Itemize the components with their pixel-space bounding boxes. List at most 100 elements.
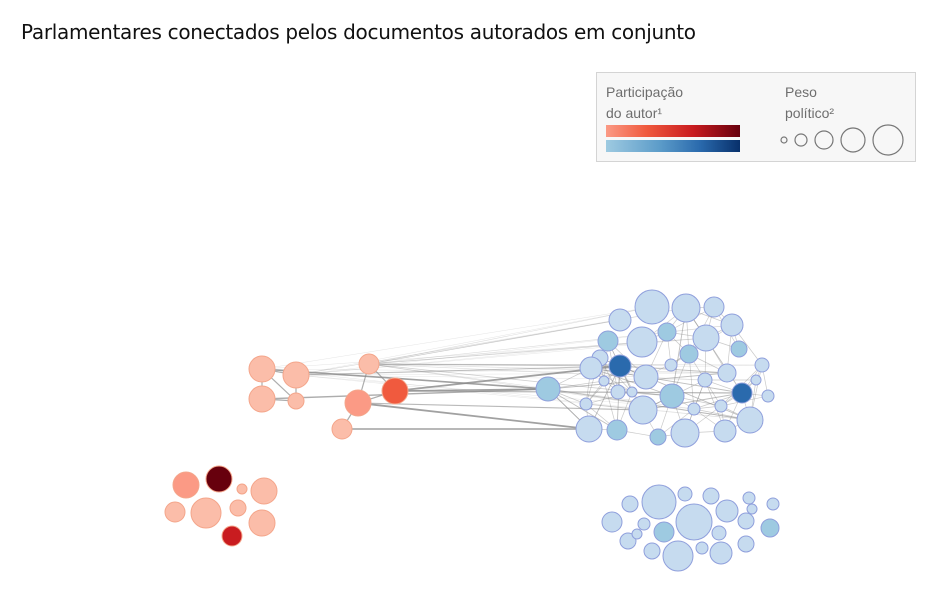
author-node[interactable] <box>282 361 310 389</box>
author-node[interactable] <box>643 542 661 560</box>
edge <box>368 363 621 367</box>
author-node[interactable] <box>641 484 677 520</box>
author-node[interactable] <box>754 357 770 373</box>
author-node[interactable] <box>702 487 720 505</box>
author-node[interactable] <box>662 540 694 572</box>
author-node[interactable] <box>631 528 643 540</box>
author-node[interactable] <box>248 509 276 537</box>
author-node[interactable] <box>653 521 675 543</box>
edge <box>295 319 621 376</box>
author-node[interactable] <box>679 344 699 364</box>
edge <box>368 319 621 365</box>
edge <box>295 374 751 421</box>
edge <box>261 368 549 390</box>
edge <box>368 306 653 365</box>
author-node[interactable] <box>172 471 200 499</box>
author-node[interactable] <box>598 375 610 387</box>
author-node[interactable] <box>711 525 727 541</box>
legend-weight-line2: político² <box>785 105 835 121</box>
legend-size-circle <box>872 124 904 156</box>
author-node[interactable] <box>248 355 276 383</box>
author-node[interactable] <box>715 499 739 523</box>
author-node[interactable] <box>760 518 780 538</box>
author-node[interactable] <box>677 486 693 502</box>
author-node[interactable] <box>695 541 709 555</box>
legend-size-circle <box>794 133 808 147</box>
author-node[interactable] <box>692 324 720 352</box>
author-node[interactable] <box>737 535 755 553</box>
author-node[interactable] <box>248 385 276 413</box>
author-node[interactable] <box>575 415 603 443</box>
edge <box>368 363 763 366</box>
author-node[interactable] <box>236 483 248 495</box>
author-node[interactable] <box>714 399 728 413</box>
author-node[interactable] <box>381 377 409 405</box>
author-node[interactable] <box>709 541 733 565</box>
author-node[interactable] <box>164 501 186 523</box>
author-node[interactable] <box>250 477 278 505</box>
nodes-layer <box>164 289 780 572</box>
legend-weight-label: Peso político² <box>785 82 834 124</box>
author-node[interactable] <box>730 340 748 358</box>
edges-layer <box>261 306 769 438</box>
author-node[interactable] <box>750 374 762 386</box>
edge <box>295 374 695 410</box>
author-node[interactable] <box>637 517 651 531</box>
author-node[interactable] <box>344 389 372 417</box>
author-node[interactable] <box>742 491 756 505</box>
author-node[interactable] <box>633 364 659 390</box>
edge <box>261 368 751 421</box>
author-node[interactable] <box>626 326 658 358</box>
author-node[interactable] <box>606 419 628 441</box>
author-node[interactable] <box>657 322 677 342</box>
author-node[interactable] <box>628 395 658 425</box>
author-node[interactable] <box>601 511 623 533</box>
author-node[interactable] <box>229 499 247 517</box>
author-node[interactable] <box>746 503 758 515</box>
author-node[interactable] <box>358 353 380 375</box>
author-node[interactable] <box>664 358 678 372</box>
edge <box>368 341 643 365</box>
author-node[interactable] <box>221 525 243 547</box>
author-node[interactable] <box>720 313 744 337</box>
legend-size-circle <box>780 136 788 144</box>
author-node[interactable] <box>331 418 353 440</box>
author-node[interactable] <box>736 406 764 434</box>
author-node[interactable] <box>608 308 632 332</box>
author-node[interactable] <box>697 372 713 388</box>
edge <box>547 388 618 431</box>
author-node[interactable] <box>610 384 626 400</box>
author-node[interactable] <box>687 402 701 416</box>
author-node[interactable] <box>634 289 670 325</box>
author-node[interactable] <box>670 418 700 448</box>
author-node[interactable] <box>597 330 619 352</box>
author-node[interactable] <box>737 512 755 530</box>
legend-size-circles <box>780 124 904 156</box>
author-node[interactable] <box>621 495 639 513</box>
author-node[interactable] <box>579 356 603 380</box>
author-node[interactable] <box>731 382 753 404</box>
author-node[interactable] <box>608 354 632 378</box>
author-node[interactable] <box>675 503 713 541</box>
author-node[interactable] <box>713 419 737 443</box>
author-node[interactable] <box>717 363 737 383</box>
author-node[interactable] <box>766 497 780 511</box>
author-node[interactable] <box>619 532 637 550</box>
legend-red-gradient <box>606 125 740 137</box>
edge <box>368 307 687 365</box>
author-node[interactable] <box>190 497 222 529</box>
edge <box>642 392 743 411</box>
author-node[interactable] <box>659 383 685 409</box>
author-node[interactable] <box>626 386 638 398</box>
author-node[interactable] <box>205 465 233 493</box>
author-node[interactable] <box>761 389 775 403</box>
edge <box>295 365 621 376</box>
author-node[interactable] <box>579 397 593 411</box>
author-node[interactable] <box>287 392 305 410</box>
author-node[interactable] <box>671 293 701 323</box>
author-node[interactable] <box>535 376 561 402</box>
author-node[interactable] <box>703 296 725 318</box>
legend-size-circle <box>814 130 834 150</box>
author-node[interactable] <box>649 428 667 446</box>
